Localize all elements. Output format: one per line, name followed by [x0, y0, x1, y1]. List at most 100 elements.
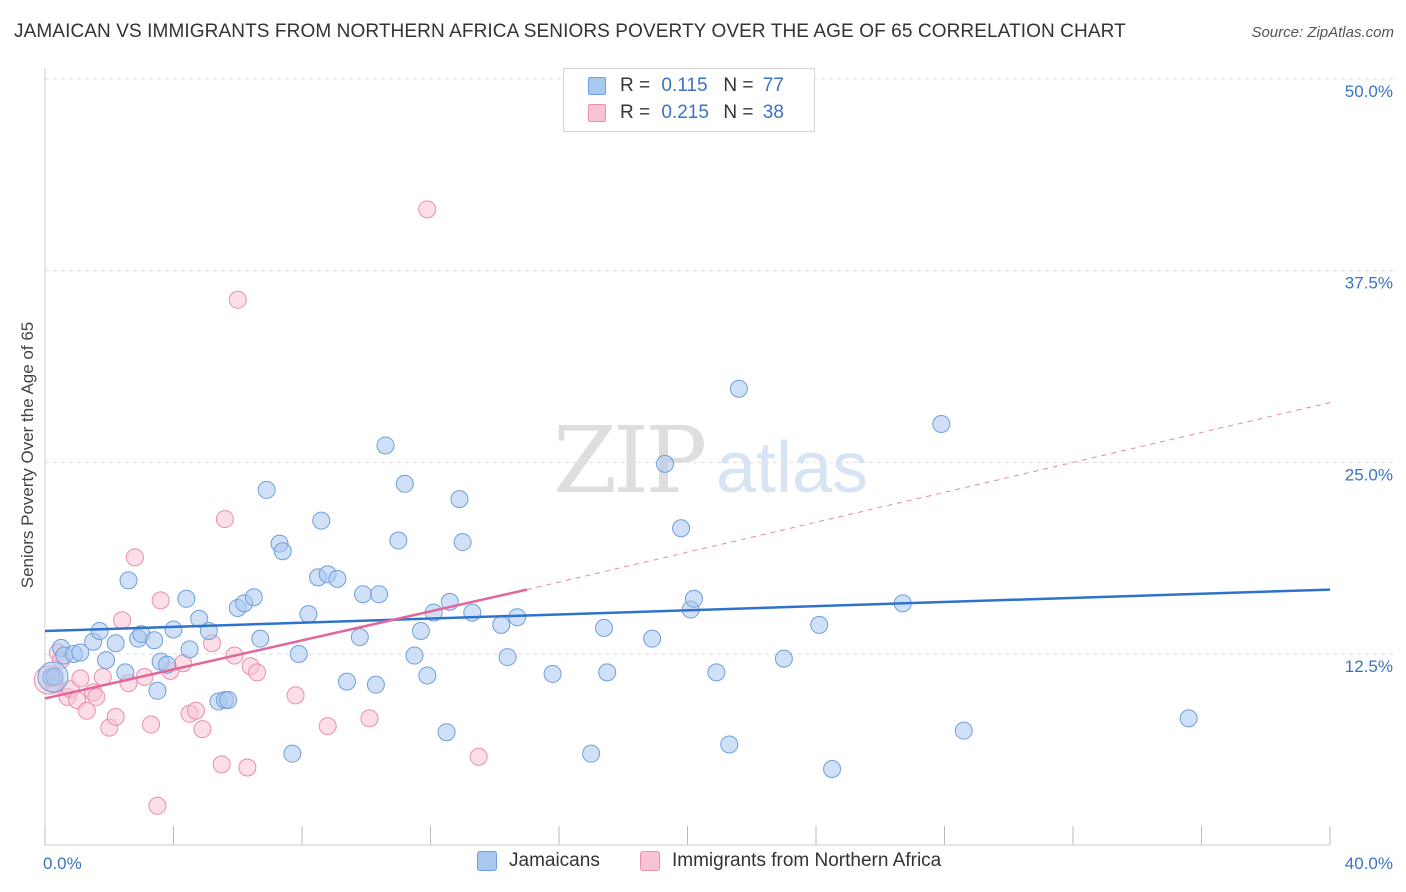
- data-point-jamaicans: [720, 735, 739, 754]
- tick-labels: 12.5% 25.0% 37.5% 50.0% 0.0% 40.0%: [43, 82, 1393, 873]
- data-point-immigrants: [212, 755, 231, 774]
- legend-label-immigrants: Immigrants from Northern Africa: [672, 850, 942, 871]
- data-point-jamaicans: [492, 615, 511, 634]
- data-point-immigrants: [71, 669, 90, 688]
- data-point-jamaicans: [273, 542, 292, 561]
- data-point-jamaicans: [498, 648, 517, 667]
- legend-item-immigrants: Immigrants from Northern Africa: [640, 850, 941, 872]
- data-point-jamaicans: [180, 640, 199, 659]
- data-point-jamaicans: [370, 585, 389, 604]
- correlation-legend: R = 0.115 N = 77 R = 0.215 N = 38: [563, 68, 815, 132]
- data-point-jamaicans: [543, 664, 562, 683]
- data-point-jamaicans: [289, 645, 308, 663]
- data-point-jamaicans: [405, 646, 424, 665]
- data-point-immigrants: [142, 715, 161, 734]
- data-point-jamaicans: [90, 622, 109, 640]
- data-point-immigrants: [228, 290, 247, 309]
- data-point-immigrants: [186, 701, 205, 720]
- data-point-jamaicans: [164, 620, 183, 639]
- data-point-jamaicans: [299, 605, 318, 624]
- data-point-jamaicans: [729, 379, 748, 398]
- data-point-immigrants: [215, 510, 234, 529]
- data-point-immigrants: [148, 796, 167, 815]
- watermark-zip: ZIP: [553, 407, 704, 514]
- data-point-jamaicans: [774, 649, 793, 668]
- legend-n-value: 38: [762, 102, 784, 123]
- data-point-immigrants: [125, 548, 144, 567]
- chart-title: JAMAICAN VS IMMIGRANTS FROM NORTHERN AFR…: [14, 21, 1126, 42]
- data-point-immigrants: [193, 720, 212, 739]
- x-tick-label: 40.0%: [1345, 854, 1393, 873]
- data-point-jamaicans: [672, 519, 691, 538]
- data-point-jamaicans: [582, 744, 601, 763]
- data-point-immigrants: [360, 709, 379, 728]
- trend-lines: [44, 402, 1331, 700]
- legend-r-label: R =: [620, 102, 651, 123]
- legend-swatch-jamaicans: [477, 851, 497, 871]
- data-point-jamaicans: [244, 588, 263, 607]
- data-point-jamaicans: [598, 663, 617, 682]
- data-point-jamaicans: [283, 744, 302, 763]
- legend-n-value: 77: [762, 75, 784, 96]
- legend-r-value: 0.215: [661, 102, 709, 123]
- legend-n-label: N =: [723, 75, 754, 96]
- data-point-jamaicans: [328, 569, 347, 588]
- trend-line-immigrants-extended: [526, 402, 1331, 591]
- data-point-immigrants: [248, 663, 267, 682]
- data-point-immigrants: [151, 591, 170, 610]
- watermark-atlas: atlas: [716, 428, 868, 508]
- data-point-jamaicans: [354, 585, 373, 604]
- data-point-immigrants: [318, 717, 337, 736]
- data-point-jamaicans: [643, 629, 662, 648]
- data-point-jamaicans: [437, 723, 456, 742]
- data-point-jamaicans: [594, 618, 613, 637]
- y-tick-label: 37.5%: [1345, 274, 1393, 293]
- series-immigrants-points: [33, 200, 488, 815]
- legend-row-immigrants: R = 0.215 N = 38: [588, 101, 784, 125]
- data-point-immigrants: [87, 687, 106, 706]
- data-point-immigrants: [113, 611, 132, 630]
- data-point-jamaicans: [684, 589, 703, 608]
- data-point-jamaicans: [71, 643, 90, 662]
- data-point-immigrants: [77, 701, 96, 720]
- data-point-jamaicans: [312, 511, 331, 530]
- data-point-jamaicans: [823, 760, 842, 778]
- legend-swatch-immigrants: [640, 851, 660, 871]
- grid-layer: [45, 78, 1395, 655]
- data-point-immigrants: [106, 707, 125, 726]
- series-legend: Jamaicans Immigrants from Northern Afric…: [0, 850, 1406, 878]
- data-point-jamaicans: [411, 622, 430, 640]
- data-point-jamaicans: [257, 480, 276, 499]
- data-point-jamaicans: [453, 533, 472, 552]
- legend-swatch-immigrants: [588, 104, 606, 122]
- data-point-jamaicans: [145, 631, 164, 650]
- y-tick-label: 50.0%: [1345, 82, 1393, 101]
- trend-line-jamaicans: [44, 588, 1331, 633]
- data-point-jamaicans: [350, 628, 369, 647]
- data-point-jamaicans: [337, 672, 356, 691]
- legend-item-jamaicans: Jamaicans: [477, 850, 600, 872]
- axis-layer: [44, 68, 1331, 846]
- data-point-jamaicans: [389, 531, 408, 550]
- data-point-jamaicans: [148, 681, 167, 700]
- data-point-immigrants: [418, 200, 437, 219]
- data-point-jamaicans: [97, 651, 116, 670]
- data-point-jamaicans: [219, 691, 238, 709]
- data-point-jamaicans: [106, 634, 125, 653]
- legend-label-jamaicans: Jamaicans: [509, 850, 600, 871]
- legend-r-label: R =: [620, 75, 651, 96]
- y-axis-label: Seniors Poverty Over the Age of 65: [18, 321, 37, 589]
- data-point-jamaicans: [450, 490, 469, 509]
- data-point-jamaicans: [366, 675, 385, 694]
- data-point-jamaicans: [376, 436, 395, 455]
- data-point-immigrants: [469, 747, 488, 766]
- trend-line-immigrants: [44, 588, 528, 700]
- data-point-jamaicans: [418, 666, 437, 685]
- x-tick-label: 0.0%: [43, 854, 82, 873]
- watermark: ZIP atlas: [553, 407, 868, 514]
- y-tick-label: 12.5%: [1345, 657, 1393, 676]
- legend-swatch-jamaicans: [588, 77, 606, 95]
- legend-n-label: N =: [723, 102, 754, 123]
- data-point-jamaicans: [707, 663, 726, 682]
